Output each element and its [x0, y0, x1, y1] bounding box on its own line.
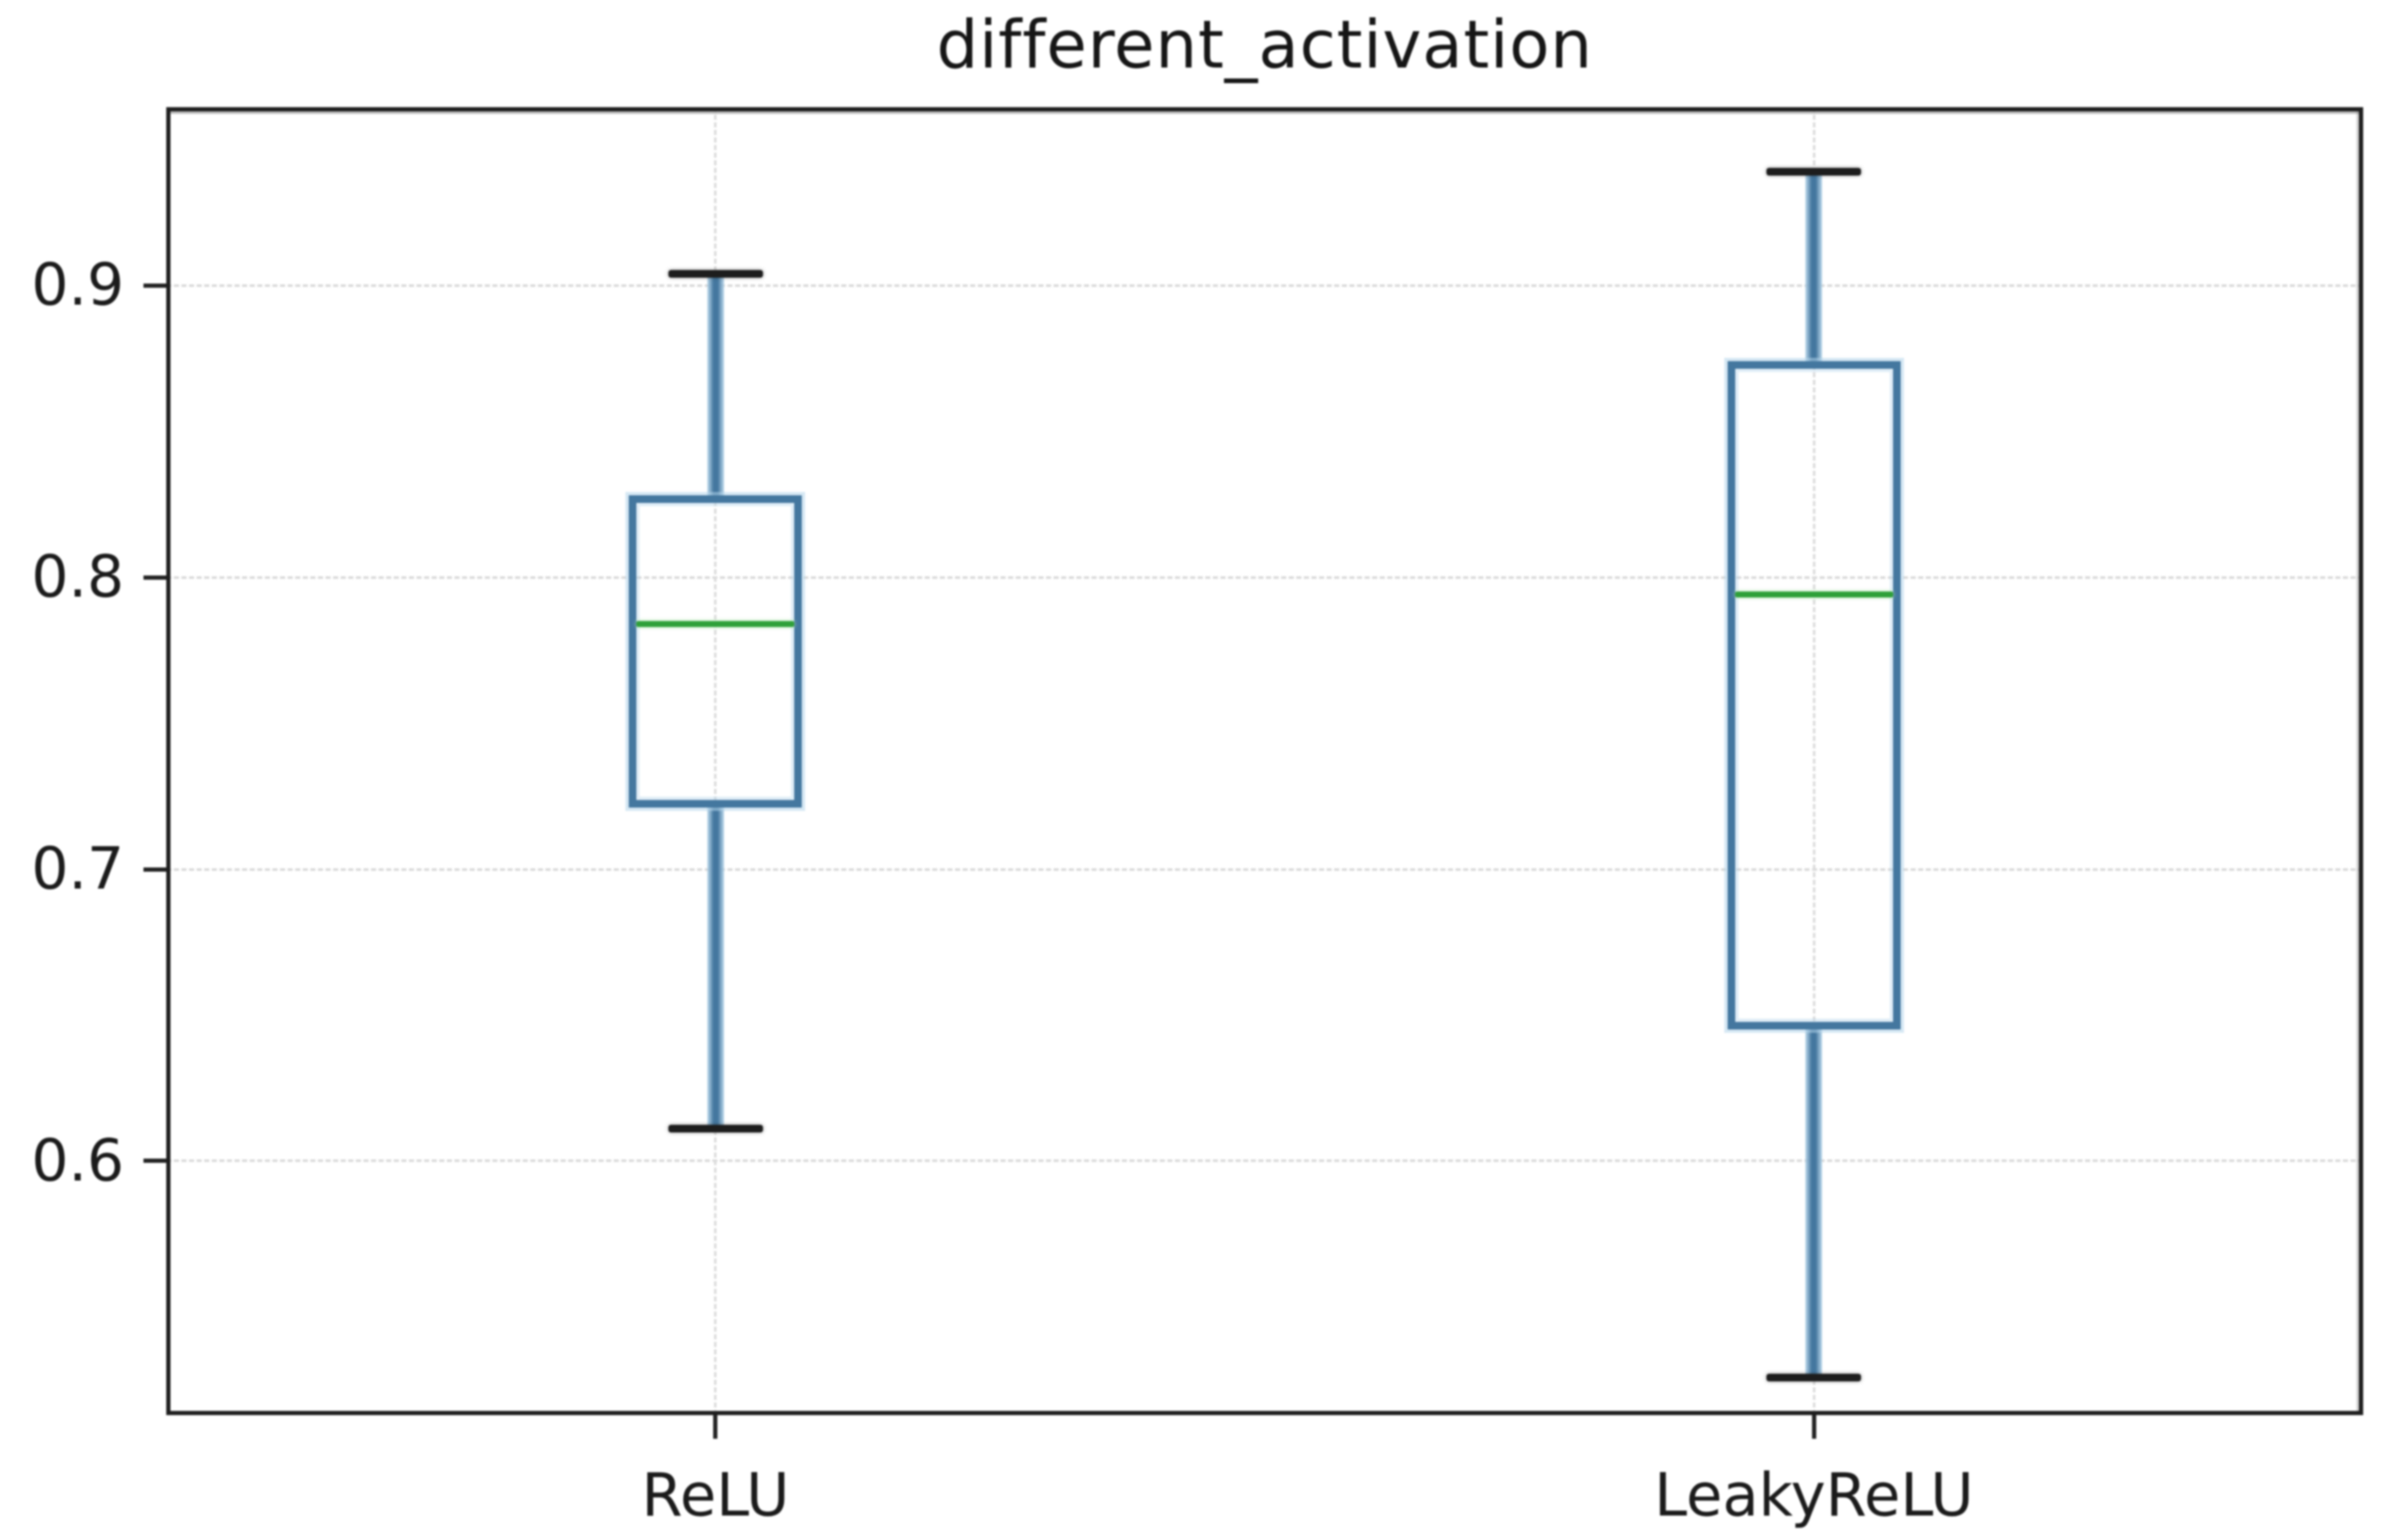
y-tick-label: 0.8 [31, 543, 124, 612]
y-tick-mark [143, 575, 166, 580]
chart-title: different_activation [936, 8, 1593, 84]
v-gridline [1812, 107, 1815, 1415]
y-tick-label: 0.9 [31, 251, 124, 320]
whisker-upper [706, 273, 724, 496]
whisker-cap-top [668, 269, 763, 278]
y-tick-mark [143, 1159, 166, 1164]
h-gridline [166, 284, 2363, 287]
whisker-cap-bottom [668, 1125, 763, 1133]
whisker-upper [1805, 171, 1823, 361]
x-tick-label: LeakyReLU [1653, 1461, 1974, 1530]
x-tick-label: ReLU [641, 1461, 790, 1530]
x-tick-mark [713, 1415, 718, 1439]
axis-layer: 0.6 0.7 0.8 0.9 ReLU LeakyReLU [31, 107, 2363, 1529]
y-tick-label: 0.6 [31, 1127, 124, 1195]
plot-area [166, 107, 2363, 1415]
box-ReLU [629, 495, 803, 808]
h-gridline [166, 867, 2363, 871]
median-line [1734, 592, 1893, 598]
y-tick-mark [143, 867, 166, 872]
whisker-lower [706, 808, 724, 1129]
box-LeakyReLU [1727, 361, 1901, 1030]
whisker-cap-bottom [1766, 1373, 1862, 1381]
plot-inner [166, 107, 2363, 1415]
h-gridline [166, 575, 2363, 579]
x-tick-mark [1811, 1415, 1816, 1439]
whisker-cap-top [1766, 167, 1862, 176]
median-line [636, 620, 795, 627]
y-tick-label: 0.7 [31, 835, 124, 903]
v-gridline [714, 107, 717, 1415]
whisker-lower [1805, 1029, 1823, 1378]
y-tick-mark [143, 283, 166, 288]
h-gridline [166, 1159, 2363, 1163]
